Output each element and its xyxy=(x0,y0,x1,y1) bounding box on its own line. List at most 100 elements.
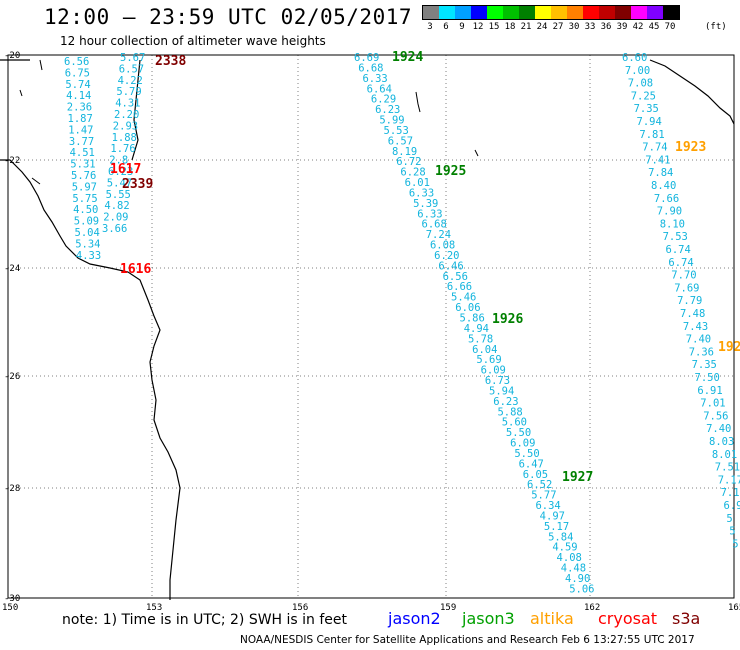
swh-value-east: 5 xyxy=(726,513,732,525)
island-a xyxy=(415,91,421,113)
swh-value-center: 6.20 xyxy=(434,250,459,262)
latitude-labels: -20 -22 -24 -26 -28 -30 xyxy=(4,51,20,604)
swh-value-center: 6.52 xyxy=(527,479,552,491)
swh-value-center: 5.84 xyxy=(548,531,573,543)
swh-value-east: 7.56 xyxy=(703,410,728,422)
swh-value-center: 5.77 xyxy=(531,490,556,502)
legend-tick: 33 xyxy=(584,22,596,32)
swh-value-center: 6.01 xyxy=(405,177,430,189)
footer-note: note: 1) Time is in UTC; 2) SWH is in fe… xyxy=(62,612,348,628)
swh-value-center: 6.33 xyxy=(409,187,434,199)
satellite-jason2: jason2 xyxy=(388,609,441,628)
swh-value-west-b: 4.31 xyxy=(115,98,140,110)
legend-swatch xyxy=(583,6,599,19)
cycle-label: 2339 xyxy=(122,177,154,192)
swh-value-east: 7.94 xyxy=(637,116,662,128)
swh-value-west-b: 5.79 xyxy=(116,86,141,98)
legend-swatch xyxy=(631,6,647,19)
footer-credit: NOAA/NESDIS Center for Satellite Applica… xyxy=(240,634,695,646)
swh-value-center: 6.23 xyxy=(493,396,518,408)
swh-value-east: 8.01 xyxy=(712,449,737,461)
lat-tick-label: -28 xyxy=(4,484,20,494)
legend-tick: 39 xyxy=(616,22,628,32)
swh-value-east: 7.35 xyxy=(692,359,717,371)
swh-value-center: 4.97 xyxy=(540,510,565,522)
altimeter-tracks: 6.566.755.744.142.361.871.473.774.515.31… xyxy=(64,52,740,595)
swh-value-east: 7.00 xyxy=(625,65,650,77)
swh-value-west-b: 2.8 xyxy=(109,155,128,167)
swh-value-east: 7.36 xyxy=(689,346,714,358)
legend-tick: 9 xyxy=(459,22,465,32)
legend-tick: 70 xyxy=(664,22,676,32)
swh-value-west-a: 4.51 xyxy=(70,147,95,159)
legend-swatch xyxy=(471,6,487,19)
legend-swatch xyxy=(439,6,455,19)
swh-value-center: 5.69 xyxy=(476,354,501,366)
lat-tick-label: -22 xyxy=(4,156,20,166)
legend-tick: 18 xyxy=(504,22,516,32)
swh-value-center: 5.86 xyxy=(460,313,485,325)
swh-value-center: 6.46 xyxy=(438,260,463,272)
satellite-altika: altika xyxy=(530,609,574,628)
swh-value-east: 7.48 xyxy=(680,308,705,320)
swh-value-center: 6.29 xyxy=(371,94,396,106)
swh-value-west-a: 5.09 xyxy=(74,216,99,228)
swh-value-east: 7.53 xyxy=(663,231,688,243)
swh-value-center: 4.08 xyxy=(557,552,582,564)
legend-tick: 45 xyxy=(648,22,660,32)
swh-value-east: 5 xyxy=(729,526,735,538)
map-grid xyxy=(7,54,735,599)
swh-value-east: 7.01 xyxy=(700,398,725,410)
satellite-cryosat: cryosat xyxy=(598,609,658,628)
new-caledonia-coastline xyxy=(649,59,735,125)
swh-value-center: 5.94 xyxy=(489,385,514,397)
legend-unit: (ft) xyxy=(705,22,727,32)
color-legend: 3 6 9 12 15 18 21 24 27 30 33 36 39 42 45 70 xyxy=(422,5,680,32)
longitude-labels: 150 153 156 159 162 165 xyxy=(2,603,740,613)
swh-value-east: 7.43 xyxy=(683,321,708,333)
swh-value-east: 8.40 xyxy=(651,180,676,192)
swh-value-west-a: 6.56 xyxy=(64,56,89,68)
swh-value-center: 5.17 xyxy=(544,521,569,533)
swh-value-east: 6.60 xyxy=(622,52,647,64)
swh-value-east: 7.41 xyxy=(645,154,670,166)
legend-tick: 21 xyxy=(520,22,532,32)
legend-tick: 3 xyxy=(427,22,433,32)
swh-value-center: 4.59 xyxy=(552,542,577,554)
legend-swatch xyxy=(663,6,679,19)
swh-value-center: 6.06 xyxy=(455,302,480,314)
legend-swatch xyxy=(567,6,583,19)
australia-coastline xyxy=(0,59,181,600)
swh-value-east: 7.17 xyxy=(718,474,740,486)
swh-value-west-b: 2.09 xyxy=(103,212,128,224)
cycle-label: 1617 xyxy=(110,162,142,177)
swh-value-west-b: 2.20 xyxy=(114,109,139,121)
swh-value-east: 5 xyxy=(732,538,738,550)
swh-value-center: 4.90 xyxy=(565,573,590,585)
legend-colorbar xyxy=(422,5,680,20)
swh-value-east: 7.84 xyxy=(648,167,673,179)
cycle-label: 1616 xyxy=(120,262,152,277)
swh-value-east: 7.35 xyxy=(634,103,659,115)
swh-value-center: 6.64 xyxy=(367,83,392,95)
lat-tick-label: -24 xyxy=(4,264,20,274)
map-frame xyxy=(7,54,735,599)
swh-value-west-a: 2.36 xyxy=(67,102,92,114)
swh-value-west-a: 6.75 xyxy=(65,67,90,79)
swh-value-center: 6.56 xyxy=(443,271,468,283)
legend-tick: 42 xyxy=(632,22,644,32)
swh-value-center: 6.05 xyxy=(523,469,548,481)
swh-value-center: 5.06 xyxy=(569,583,594,595)
swh-value-center: 7.24 xyxy=(426,229,451,241)
lon-tick-label: 153 xyxy=(146,603,162,613)
swh-value-east: 6.74 xyxy=(666,244,691,256)
swh-value-west-a: 5.34 xyxy=(75,238,100,250)
legend-swatch xyxy=(551,6,567,19)
swh-value-east: 7.70 xyxy=(671,270,696,282)
swh-value-west-a: 5.31 xyxy=(70,159,95,171)
coast-fragment xyxy=(19,59,43,185)
swh-value-west-a: 5.74 xyxy=(65,79,90,91)
cycle-label: 1927 xyxy=(562,470,594,485)
swh-value-east: 7.66 xyxy=(654,193,679,205)
swh-value-center: 6.72 xyxy=(396,156,421,168)
